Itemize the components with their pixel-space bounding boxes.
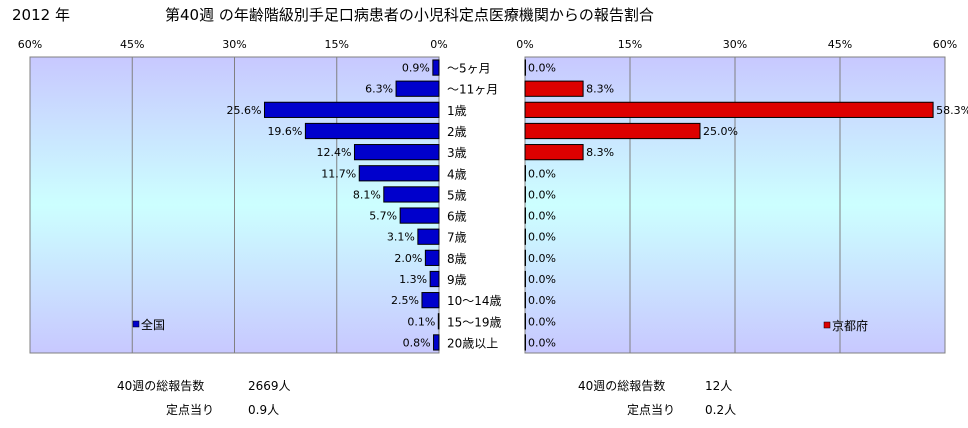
kyoto-value-label: 0.0% bbox=[528, 167, 556, 180]
national-bar bbox=[433, 334, 440, 351]
kyoto-value-label: 8.3% bbox=[586, 146, 614, 159]
tick-label: 0% bbox=[430, 38, 447, 51]
category-label: 15～19歳 bbox=[447, 315, 502, 329]
kyoto-value-label: 25.0% bbox=[703, 125, 738, 138]
national-bar bbox=[417, 228, 440, 245]
kyoto-total-label: 40週の総報告数 bbox=[578, 378, 665, 393]
national-per-value: 0.9人 bbox=[248, 403, 279, 417]
kyoto-bar bbox=[524, 334, 526, 351]
category-label: 6歳 bbox=[447, 210, 467, 224]
national-total-value: 2669人 bbox=[248, 379, 291, 393]
kyoto-value-label: 0.0% bbox=[528, 188, 556, 201]
tick-label: 45% bbox=[828, 38, 852, 51]
national-value-label: 8.1% bbox=[353, 188, 381, 201]
tick-label: 45% bbox=[120, 38, 144, 51]
bars: 0.9% 6.3% 25.6% 19.6% 12.4% 11.7% 8.1% 5.7% 3.1%… bbox=[227, 59, 968, 351]
tick-label: 60% bbox=[933, 38, 957, 51]
kyoto-bar bbox=[524, 249, 526, 266]
legend-swatch-national bbox=[132, 320, 140, 328]
category-label: 10～14歳 bbox=[447, 294, 502, 308]
national-bar bbox=[395, 80, 440, 97]
national-value-label: 6.3% bbox=[365, 83, 393, 96]
category-label: 2歳 bbox=[447, 125, 467, 139]
kyoto-bar bbox=[524, 101, 934, 118]
kyoto-bar bbox=[524, 59, 526, 76]
category-label: ～5ヶ月 bbox=[447, 62, 491, 76]
national-bar bbox=[432, 59, 440, 76]
national-bar bbox=[353, 144, 440, 161]
kyoto-bar bbox=[524, 80, 584, 97]
tick-label: 15% bbox=[325, 38, 349, 51]
category-label: 1歳 bbox=[447, 104, 467, 118]
national-value-label: 5.7% bbox=[369, 210, 397, 223]
category-label: 20歳以上 bbox=[447, 336, 498, 350]
kyoto-bar bbox=[524, 122, 701, 140]
national-bar bbox=[304, 122, 440, 140]
national-value-label: 0.9% bbox=[402, 62, 430, 75]
national-value-label: 19.6% bbox=[267, 125, 302, 138]
national-value-label: 2.0% bbox=[394, 252, 422, 265]
legend-label-kyoto: 京都府 bbox=[832, 318, 868, 333]
kyoto-bar bbox=[524, 292, 526, 309]
national-bar bbox=[263, 101, 440, 118]
legend-label-national: 全国 bbox=[141, 317, 165, 332]
national-value-label: 11.7% bbox=[321, 167, 356, 180]
kyoto-value-label: 0.0% bbox=[528, 315, 556, 328]
kyoto-bar bbox=[524, 207, 526, 224]
category-label: 3歳 bbox=[447, 146, 467, 160]
national-bar bbox=[383, 186, 440, 203]
tick-label: 60% bbox=[18, 38, 42, 51]
kyoto-value-label: 0.0% bbox=[528, 62, 556, 75]
chart-title: 第40週 の年齢階級別手足口病患者の小児科定点医療機関からの報告割合 bbox=[165, 6, 654, 24]
kyoto-per-label: 定点当り bbox=[627, 402, 675, 417]
kyoto-bar bbox=[524, 165, 526, 182]
category-label: 5歳 bbox=[447, 188, 467, 202]
legend-swatch-kyoto bbox=[823, 321, 831, 329]
national-bar bbox=[358, 165, 440, 182]
national-value-label: 2.5% bbox=[391, 294, 419, 307]
national-value-label: 12.4% bbox=[317, 146, 352, 159]
kyoto-value-label: 8.3% bbox=[586, 83, 614, 96]
category-labels: ～5ヶ月 ～11ヶ月 1歳 2歳 3歳 4歳 5歳 6歳 7歳 8歳 9歳 10～14歳 15～19歳 2… bbox=[447, 62, 502, 351]
kyoto-value-label: 0.0% bbox=[528, 294, 556, 307]
tick-label: 0% bbox=[516, 38, 533, 51]
kyoto-bar bbox=[524, 144, 584, 161]
tick-label: 30% bbox=[723, 38, 747, 51]
national-value-label: 1.3% bbox=[399, 273, 427, 286]
tick-label: 15% bbox=[618, 38, 642, 51]
tick-label: 30% bbox=[222, 38, 246, 51]
kyoto-bar bbox=[524, 313, 526, 330]
kyoto-value-label: 0.0% bbox=[528, 231, 556, 244]
category-label: 9歳 bbox=[447, 273, 467, 287]
kyoto-value-label: 0.0% bbox=[528, 252, 556, 265]
national-value-label: 3.1% bbox=[387, 231, 415, 244]
year-label: 2012 年 bbox=[12, 6, 70, 24]
national-value-label: 0.1% bbox=[407, 315, 435, 328]
kyoto-value-label: 58.3% bbox=[936, 104, 968, 117]
national-bar bbox=[421, 292, 440, 309]
national-per-label: 定点当り bbox=[166, 402, 214, 417]
kyoto-value-label: 0.0% bbox=[528, 273, 556, 286]
kyoto-bar bbox=[524, 228, 526, 245]
national-bar bbox=[424, 249, 440, 266]
national-bar bbox=[429, 270, 440, 288]
category-label: 8歳 bbox=[447, 252, 467, 266]
national-value-label: 25.6% bbox=[227, 104, 262, 117]
kyoto-total-value: 12人 bbox=[705, 379, 732, 393]
category-label: ～11ヶ月 bbox=[447, 83, 498, 97]
category-label: 7歳 bbox=[447, 231, 467, 245]
category-label: 4歳 bbox=[447, 167, 467, 181]
kyoto-per-value: 0.2人 bbox=[705, 403, 736, 417]
axis-ticks: 60% 45% 30% 15% 0% 0% 15% 30% 45% 60% bbox=[18, 38, 957, 51]
kyoto-bar bbox=[524, 186, 526, 203]
national-total-label: 40週の総報告数 bbox=[117, 378, 204, 393]
kyoto-bar bbox=[524, 270, 526, 288]
national-bar bbox=[399, 207, 440, 224]
kyoto-value-label: 0.0% bbox=[528, 336, 556, 349]
kyoto-value-label: 0.0% bbox=[528, 210, 556, 223]
national-bar bbox=[437, 313, 440, 330]
national-value-label: 0.8% bbox=[403, 336, 431, 349]
